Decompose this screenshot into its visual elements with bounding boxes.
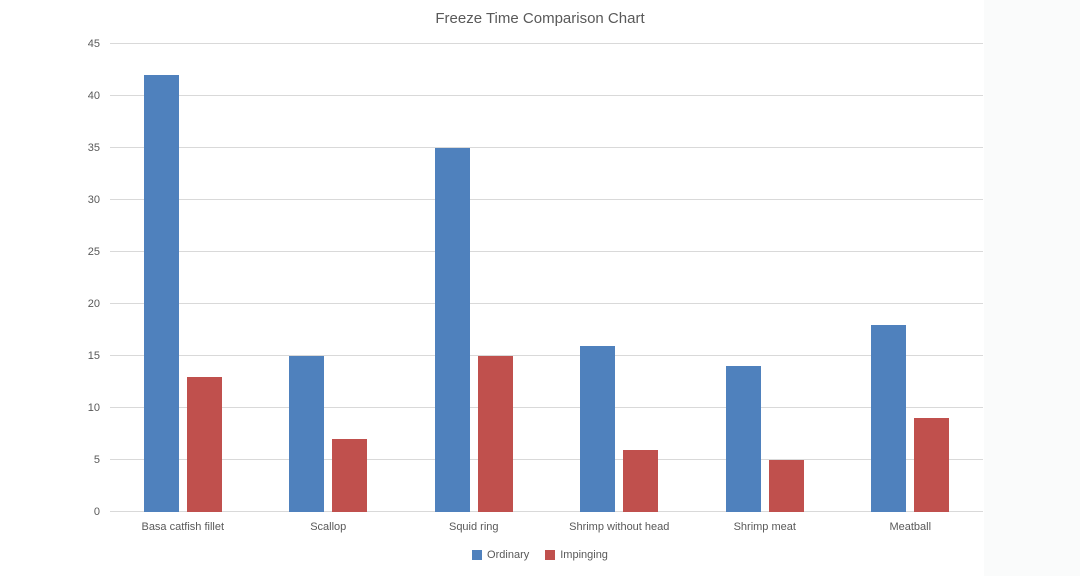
- gridline: [110, 407, 983, 408]
- gridline: [110, 199, 983, 200]
- legend-label-ordinary: Ordinary: [487, 549, 530, 561]
- gridline: [110, 147, 983, 148]
- bar-impinging: [186, 376, 222, 512]
- ordinary-swatch-icon: [472, 550, 483, 560]
- y-axis-tick-label: 5: [93, 454, 100, 466]
- y-axis-tick-label: 35: [87, 142, 100, 154]
- bar-impinging: [623, 449, 659, 512]
- y-axis-tick-label: 0: [93, 506, 100, 518]
- y-axis-tick-label: 15: [87, 350, 100, 362]
- chart-legend: Ordinary Impinging: [0, 549, 1080, 561]
- bar-ordinary: [289, 356, 325, 512]
- bar-impinging: [768, 460, 804, 512]
- legend-item-impinging: Impinging: [545, 549, 608, 561]
- gridline: [110, 43, 983, 44]
- y-axis-tick-label: 25: [87, 246, 100, 258]
- bar-impinging: [332, 439, 368, 512]
- bar-ordinary: [580, 345, 616, 512]
- bar-ordinary: [725, 366, 761, 512]
- bar-impinging: [477, 356, 513, 512]
- y-axis-tick-label: 45: [87, 38, 100, 50]
- chart-title: Freeze Time Comparison Chart: [435, 10, 645, 27]
- x-axis-category-label: Scallop: [310, 521, 347, 533]
- impinging-swatch-icon: [545, 550, 556, 560]
- y-axis-tick-label: 40: [87, 90, 100, 102]
- bar-ordinary: [871, 324, 907, 512]
- x-axis-category-label: Squid ring: [448, 521, 499, 533]
- gridline: [110, 511, 983, 512]
- gridline: [110, 355, 983, 356]
- gridline: [110, 251, 983, 252]
- bar-ordinary: [143, 75, 179, 512]
- gridline: [110, 95, 983, 96]
- canvas-right-margin: [984, 0, 1080, 576]
- x-axis-category-label: Basa catfish fillet: [141, 521, 225, 533]
- y-axis-tick-label: 10: [87, 402, 100, 414]
- bar-ordinary: [434, 148, 470, 512]
- plot-area: [110, 43, 983, 512]
- y-axis-tick-label: 20: [87, 298, 100, 310]
- gridline: [110, 303, 983, 304]
- gridline: [110, 459, 983, 460]
- legend-label-impinging: Impinging: [560, 549, 608, 561]
- y-axis-tick-label: 30: [87, 194, 100, 206]
- bar-impinging: [914, 418, 950, 512]
- x-axis-category-label: Shrimp meat: [733, 521, 796, 533]
- x-axis-category-label: Meatball: [889, 521, 932, 533]
- x-axis-category-label: Shrimp without head: [569, 521, 670, 533]
- legend-item-ordinary: Ordinary: [472, 549, 529, 561]
